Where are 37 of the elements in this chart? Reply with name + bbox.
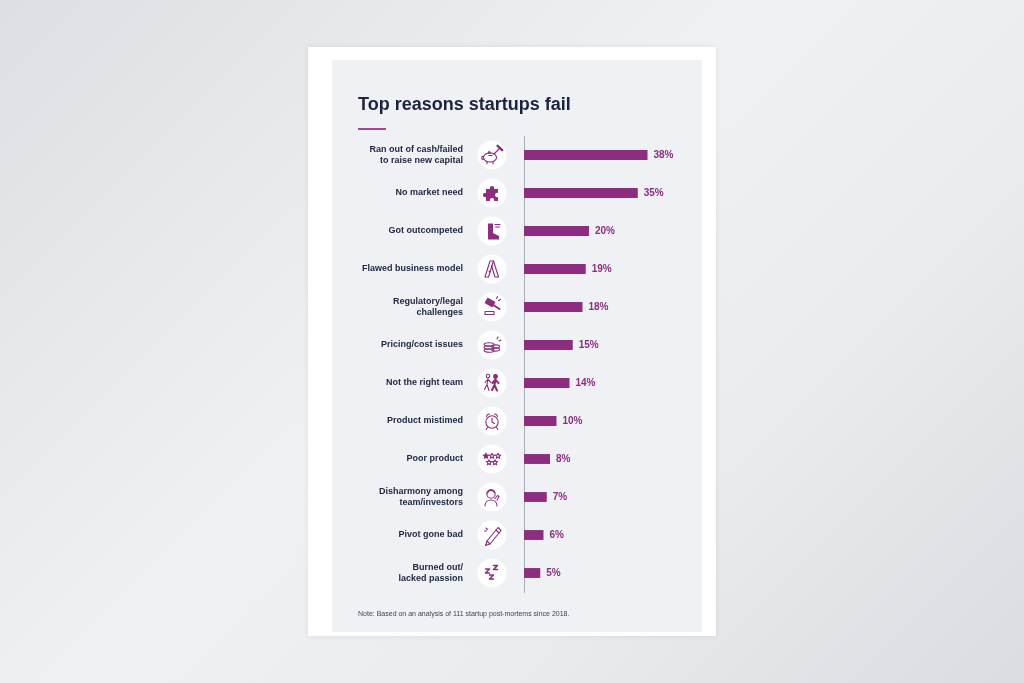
bar [524,416,557,426]
data-label: 7% [552,490,568,502]
bar [524,340,573,350]
y-tick-label: Poor product [406,453,463,464]
data-label: 35% [643,186,664,198]
y-tick-label: Pivot gone bad [398,529,463,540]
data-label: 15% [578,338,599,350]
bar [524,188,638,198]
y-tick-label: Ran out of cash/failed to raise new capital [369,143,463,166]
y-tick-label: Got outcompeted [388,225,463,236]
data-label: 14% [575,376,596,388]
bar [524,378,570,388]
y-tick-label: Disharmony among team/investors [378,485,463,508]
chart-title: Top reasons startups fail [358,94,571,115]
bar [524,568,541,578]
data-label: 5% [546,566,561,578]
data-label: 38% [653,148,674,160]
data-label: 8% [556,452,571,464]
y-tick-label: Not the right team [385,377,463,388]
bar [524,454,550,464]
y-tick-label: Product mistimed [386,415,463,426]
data-label: 19% [591,262,612,274]
bar [524,226,589,236]
bar [524,150,648,160]
bar [524,264,586,274]
y-tick-label: Burned out/ lacked passion [398,561,464,584]
y-tick-label: No market need [395,187,463,198]
data-label: 20% [595,224,616,236]
bar [524,530,544,540]
data-label: 18% [588,300,609,312]
y-tick-label: Pricing/cost issues [380,339,463,350]
y-tick-label: Flawed business model [361,263,463,274]
y-tick-label: Regulatory/legal challenges [392,295,463,318]
data-label: 10% [562,414,583,426]
data-label: 6% [549,528,565,540]
bar [524,492,547,502]
bar [524,302,583,312]
